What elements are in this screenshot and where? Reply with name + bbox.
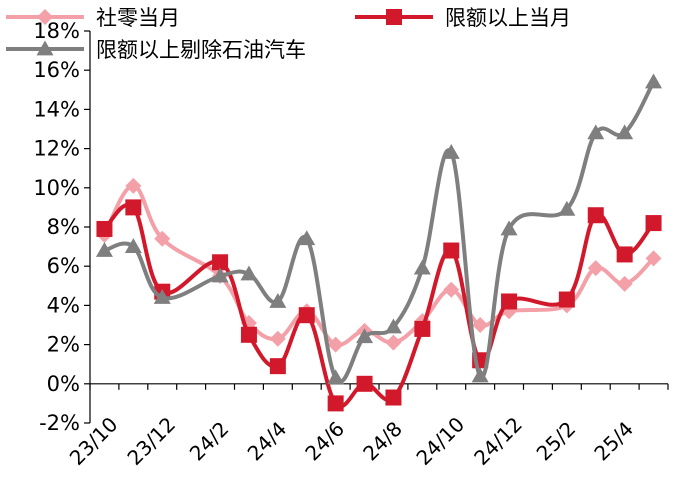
data-point xyxy=(587,260,604,277)
x-tick-label: 25/4 xyxy=(589,417,638,466)
data-point xyxy=(153,289,171,304)
legend-swatch-marker xyxy=(36,40,54,56)
data-point xyxy=(443,242,460,259)
data-point xyxy=(95,242,113,257)
legend-swatch-marker xyxy=(37,9,53,25)
data-point xyxy=(327,395,344,412)
data-point xyxy=(500,220,518,236)
y-tick-label: 8% xyxy=(47,215,80,239)
data-point xyxy=(154,230,171,247)
data-point xyxy=(385,389,402,406)
data-point xyxy=(96,220,113,237)
data-point xyxy=(501,293,518,310)
legend-label: 限额以上当月 xyxy=(445,6,571,30)
legend-item-2: 限额以上当月 xyxy=(355,6,571,30)
data-point xyxy=(384,318,402,334)
y-tick-label: 0% xyxy=(47,372,80,396)
x-tick-label: 23/12 xyxy=(122,412,180,470)
data-point xyxy=(413,259,431,275)
legend-swatch-marker xyxy=(386,9,402,25)
data-point xyxy=(616,246,633,263)
data-point xyxy=(645,215,662,232)
legend-label: 社零当月 xyxy=(96,6,180,30)
data-point xyxy=(211,267,229,283)
data-point xyxy=(587,124,605,140)
data-point xyxy=(414,320,431,337)
y-tick-label: 10% xyxy=(33,176,80,200)
x-tick-label: 25/2 xyxy=(532,417,581,466)
data-point xyxy=(616,124,634,140)
data-point xyxy=(125,177,142,194)
y-tick-label: 4% xyxy=(47,293,80,317)
series-2 xyxy=(96,199,662,412)
x-tick-label: 24/12 xyxy=(469,412,527,470)
data-point xyxy=(269,330,286,347)
data-point xyxy=(212,254,229,271)
y-tick-label: 16% xyxy=(33,58,80,82)
data-point xyxy=(327,336,344,353)
data-point xyxy=(558,291,575,308)
data-point xyxy=(385,334,402,351)
data-point xyxy=(356,375,373,392)
x-tick-label: 24/6 xyxy=(300,417,349,466)
y-tick-label: 6% xyxy=(47,254,80,278)
y-tick-label: 14% xyxy=(33,97,80,121)
y-tick-label: 18% xyxy=(33,19,80,43)
data-point xyxy=(240,326,257,343)
x-tick-label: 24/10 xyxy=(411,412,469,470)
data-point xyxy=(298,307,315,324)
legend-item-3: 限额以上剔除石油汽车 xyxy=(6,38,306,62)
data-point xyxy=(587,207,604,224)
chart-series-layer xyxy=(95,73,663,412)
data-point xyxy=(240,265,258,281)
data-point xyxy=(616,275,633,292)
x-tick-label: 24/4 xyxy=(243,417,292,466)
data-point xyxy=(471,367,489,383)
data-point xyxy=(298,230,316,246)
x-tick-label: 24/8 xyxy=(358,417,407,466)
y-tick-label: 2% xyxy=(47,333,80,357)
data-point xyxy=(327,369,345,385)
x-tick-label: 24/2 xyxy=(185,417,234,466)
data-point xyxy=(645,73,663,89)
series-3 xyxy=(95,73,663,385)
y-tick-label: 12% xyxy=(33,137,80,161)
legend-item-1: 社零当月 xyxy=(6,6,180,30)
data-point xyxy=(442,144,460,159)
series-1 xyxy=(96,177,662,353)
data-point xyxy=(124,238,142,253)
data-point xyxy=(356,328,374,344)
data-point xyxy=(472,317,489,333)
data-point xyxy=(125,199,142,216)
y-tick-label: -2% xyxy=(39,411,80,435)
legend-label: 限额以上剔除石油汽车 xyxy=(96,38,306,62)
data-point xyxy=(443,281,460,298)
data-point xyxy=(269,292,287,308)
data-point xyxy=(269,358,286,375)
data-point xyxy=(645,250,662,267)
data-point xyxy=(558,200,576,216)
